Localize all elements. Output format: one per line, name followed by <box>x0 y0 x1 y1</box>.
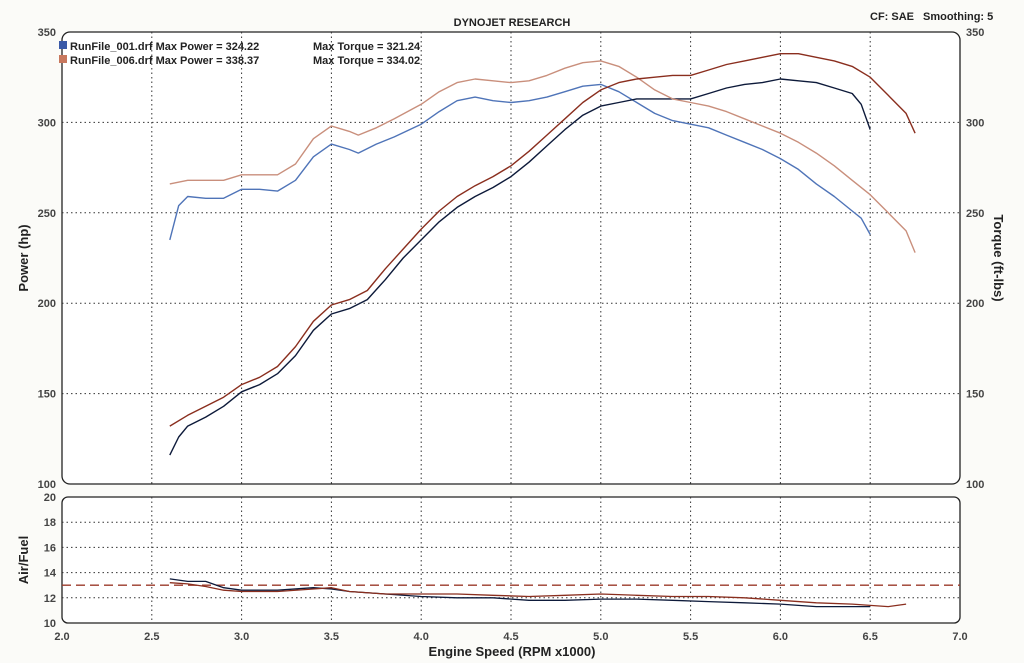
series-line-runfile-001-drf-torque <box>169 78 871 456</box>
y-axis-label-power: Power (hp) <box>16 224 31 291</box>
x-tick-label: 2.0 <box>54 631 69 643</box>
y-tick-label-power: 250 <box>38 208 56 220</box>
x-tick-label: 7.0 <box>952 631 967 643</box>
y-tick-label-torque: 350 <box>966 27 984 39</box>
tick-labels: 2.0 2.5 3.0 3.5 4.0 4.5 5.0 5.5 6.0 6.5 7.0 100 150 2… <box>38 27 985 643</box>
y-tick-label-power: 150 <box>38 389 56 401</box>
y-tick-label-power: 200 <box>38 298 56 310</box>
y-tick-label-power: 300 <box>38 117 56 129</box>
series-line-runfile-001-drf-power <box>169 83 871 241</box>
air-fuel-series <box>62 578 960 608</box>
y-tick-label-torque: 300 <box>966 117 984 129</box>
series-line-runfile-006-drf-torque <box>169 53 916 427</box>
y-axis-label-air-fuel: Air/Fuel <box>16 536 31 584</box>
x-axis-label: Engine Speed (RPM x1000) <box>429 644 596 659</box>
x-tick-label: 5.0 <box>593 631 608 643</box>
x-tick-label: 5.5 <box>683 631 698 643</box>
y-tick-label-air-fuel: 20 <box>44 492 56 504</box>
series-line-afr-runfile-006-drf <box>169 582 907 608</box>
x-tick-label: 6.5 <box>863 631 878 643</box>
x-tick-label: 4.5 <box>503 631 518 643</box>
correction-factor-label: CF: SAE <box>870 11 914 23</box>
y-tick-label-power: 350 <box>38 27 56 39</box>
series-line-runfile-006-drf-power <box>169 60 916 253</box>
power-torque-series <box>169 53 916 456</box>
x-tick-label: 2.5 <box>144 631 159 643</box>
y-tick-label-torque: 200 <box>966 298 984 310</box>
legend-run001-torque: Max Torque = 321.24 <box>313 41 421 53</box>
series-line-afr-runfile-001-drf <box>169 578 871 608</box>
x-tick-label: 3.5 <box>324 631 339 643</box>
air-fuel-grid <box>62 497 960 623</box>
y-tick-label-air-fuel: 12 <box>44 593 56 605</box>
legend-swatch-run006 <box>59 55 67 63</box>
y-tick-label-air-fuel: 14 <box>44 568 57 580</box>
legend-run006-power: RunFile_006.drf Max Power = 338.37 <box>70 55 259 67</box>
chart-title: DYNOJET RESEARCH <box>454 17 571 29</box>
power-torque-grid <box>62 32 960 484</box>
y-tick-label-air-fuel: 10 <box>44 618 56 630</box>
y-tick-label-torque: 100 <box>966 479 984 491</box>
x-tick-label: 3.0 <box>234 631 249 643</box>
y-tick-label-air-fuel: 16 <box>44 542 56 554</box>
legend-run006-torque: Max Torque = 334.02 <box>313 55 420 67</box>
y-tick-label-power: 100 <box>38 479 56 491</box>
legend-run001-power: RunFile_001.drf Max Power = 324.22 <box>70 41 259 53</box>
y-tick-label-torque: 150 <box>966 389 984 401</box>
x-tick-label: 4.0 <box>414 631 429 643</box>
y-tick-label-air-fuel: 18 <box>44 517 56 529</box>
legend-swatch-run001 <box>59 41 67 49</box>
y-tick-label-torque: 250 <box>966 208 984 220</box>
smoothing-label: Smoothing: 5 <box>923 11 993 23</box>
x-tick-label: 6.0 <box>773 631 788 643</box>
y-axis-label-torque: Torque (ft-lbs) <box>991 214 1006 301</box>
